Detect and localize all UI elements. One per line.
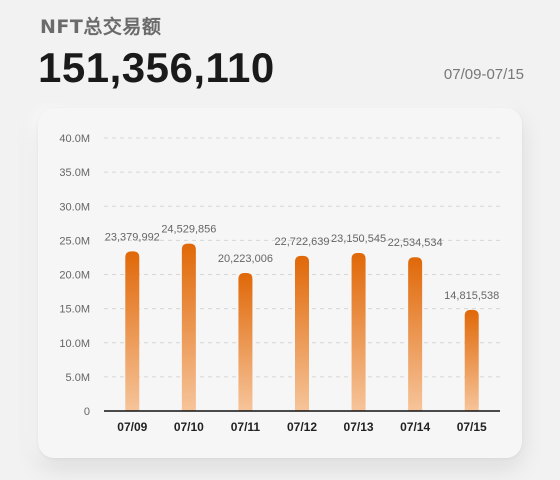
data-label: 24,529,856 xyxy=(161,224,216,236)
x-tick-label: 07/15 xyxy=(457,420,487,434)
y-tick-label: 15.0M xyxy=(59,304,90,316)
data-label: 14,815,538 xyxy=(444,290,499,302)
y-tick-label: 10.0M xyxy=(59,338,90,350)
bar-07-09 xyxy=(125,251,140,411)
x-tick-label: 07/14 xyxy=(400,420,430,434)
y-tick-label: 30.0M xyxy=(59,201,90,213)
data-label: 23,379,992 xyxy=(105,231,160,243)
y-tick-label: 35.0M xyxy=(59,167,90,179)
x-tick-label: 07/09 xyxy=(117,420,147,434)
data-label: 20,223,006 xyxy=(218,253,273,265)
x-tick-label: 07/11 xyxy=(231,420,261,434)
data-label: 23,150,545 xyxy=(331,233,386,245)
date-range: 07/09-07/15 xyxy=(443,66,524,83)
data-label: 22,722,639 xyxy=(274,236,329,248)
total-volume: 151,356,110 xyxy=(38,44,275,91)
bar-07-15 xyxy=(464,309,479,411)
x-tick-label: 07/12 xyxy=(287,420,317,434)
bar-07-10 xyxy=(181,243,196,411)
y-tick-label: 0 xyxy=(84,406,90,418)
y-tick-label: 5.0M xyxy=(66,372,90,384)
chart-card xyxy=(38,108,522,458)
bar-07-13 xyxy=(351,252,366,411)
y-tick-label: 25.0M xyxy=(59,235,90,247)
bar-07-12 xyxy=(295,255,309,411)
bar-07-11 xyxy=(238,272,253,411)
x-tick-label: 07/13 xyxy=(344,420,374,434)
y-tick-label: 40.0M xyxy=(59,133,90,145)
page-title: NFT总交易额 xyxy=(40,16,162,38)
data-label: 22,534,534 xyxy=(388,237,443,249)
bar-07-14 xyxy=(408,257,423,411)
y-tick-label: 20.0M xyxy=(59,270,90,282)
x-tick-label: 07/10 xyxy=(174,420,204,434)
